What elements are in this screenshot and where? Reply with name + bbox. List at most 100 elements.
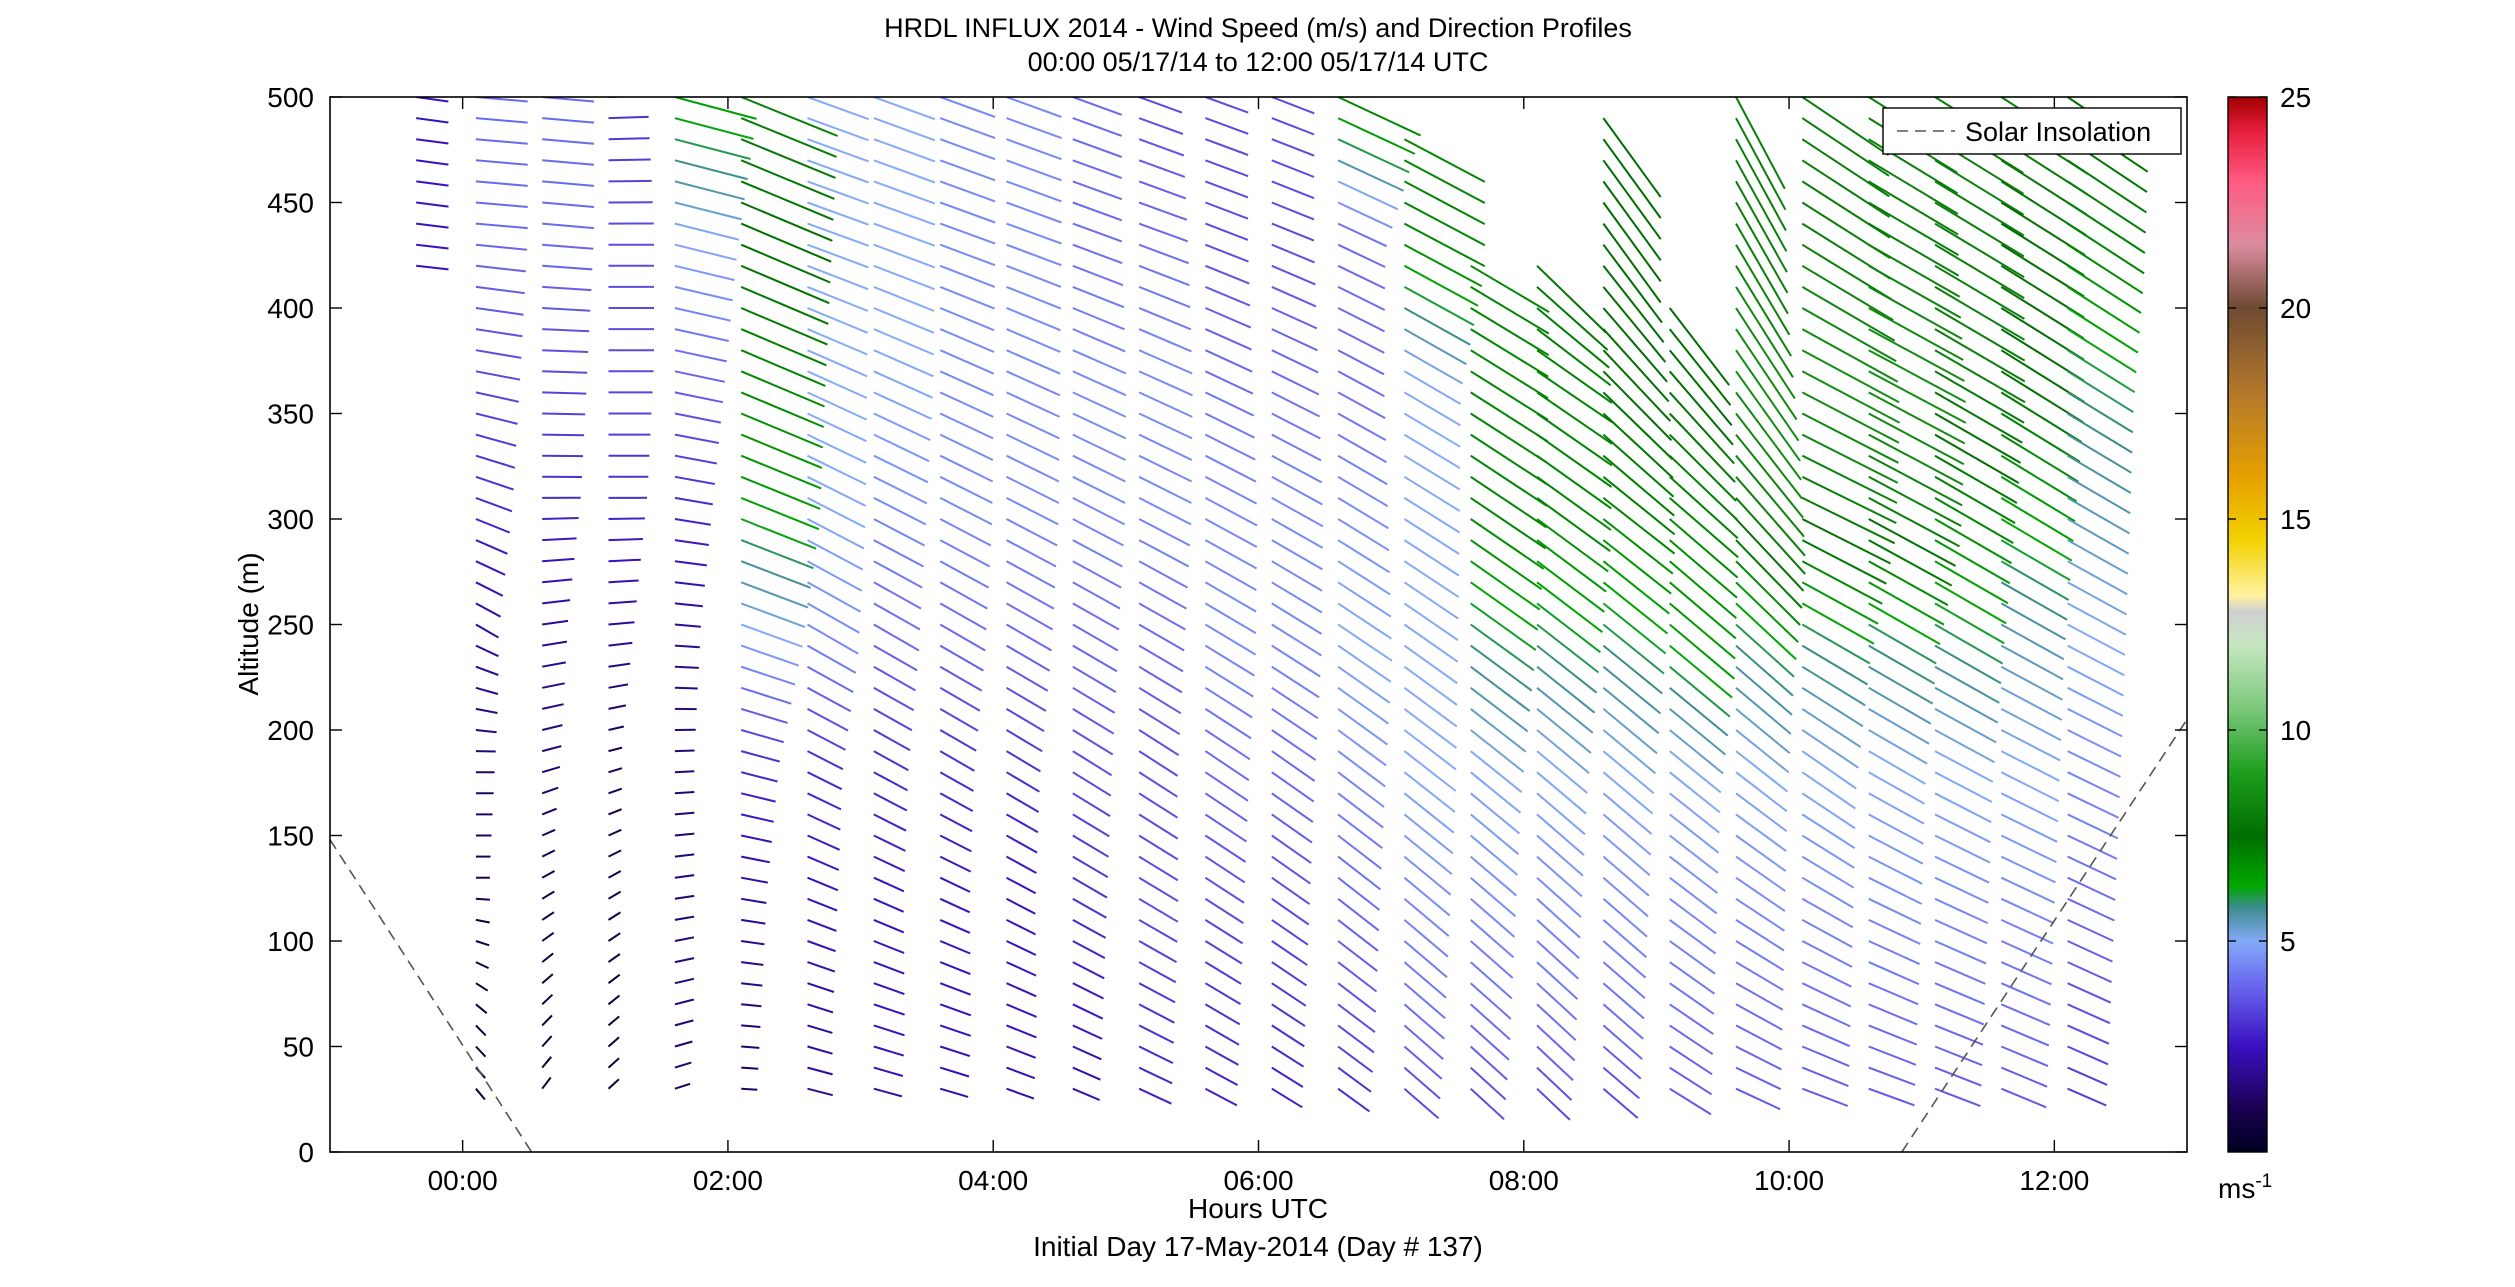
wind-vector <box>1736 1004 1782 1029</box>
wind-vector <box>808 983 834 992</box>
wind-vector <box>609 830 622 836</box>
wind-vector <box>2068 836 2117 859</box>
wind-vector <box>1404 582 1458 618</box>
wind-vector <box>1404 540 1459 576</box>
wind-vector <box>675 435 719 443</box>
wind-vector <box>1736 772 1787 811</box>
wind-vector <box>1404 561 1458 597</box>
wind-vector <box>1603 920 1646 957</box>
wind-vector <box>940 266 995 287</box>
wind-vector <box>874 688 914 711</box>
wind-vector <box>940 203 995 223</box>
wind-vector <box>1272 97 1314 113</box>
wind-vector <box>675 771 694 772</box>
wind-vector <box>1537 751 1587 793</box>
wind-vector <box>1404 477 1459 511</box>
wind-vector <box>1404 139 1484 182</box>
wind-vector <box>808 1025 833 1033</box>
wind-vector <box>1736 414 1802 499</box>
wind-vector <box>1007 203 1062 223</box>
colorbar <box>2228 97 2267 1152</box>
wind-vector <box>741 836 772 843</box>
colorbar-unit: ms-1 <box>2218 1171 2272 1204</box>
wind-vector <box>1736 1025 1782 1049</box>
y-tick-label: 500 <box>267 82 314 113</box>
wind-vector <box>542 704 563 709</box>
wind-vector <box>1404 625 1457 662</box>
wind-vector <box>2068 983 2111 1003</box>
wind-vector <box>1670 414 1735 483</box>
wind-vector <box>1471 962 1512 998</box>
wind-vector <box>1272 245 1315 263</box>
wind-vector <box>1404 181 1484 224</box>
wind-vector <box>1139 709 1180 734</box>
wind-vector <box>542 538 576 540</box>
wind-vector <box>1205 139 1248 155</box>
wind-vector <box>940 160 995 180</box>
wind-vector <box>1007 287 1061 309</box>
wind-vector <box>1007 414 1060 439</box>
wind-vector <box>1139 625 1184 651</box>
wind-vector <box>2068 1025 2109 1043</box>
wind-vector <box>675 1084 690 1089</box>
wind-vector <box>416 139 448 143</box>
wind-vector <box>1537 878 1581 917</box>
wind-vector <box>476 160 528 165</box>
wind-vector <box>476 245 527 250</box>
wind-vector <box>1935 920 1987 943</box>
wind-vector <box>808 772 842 789</box>
wind-vector <box>1139 139 1184 155</box>
wind-vector <box>1537 477 1611 530</box>
wind-vector <box>1603 181 1660 260</box>
wind-vector <box>1537 709 1591 753</box>
wind-vector <box>741 1047 759 1048</box>
wind-vector <box>1404 836 1451 875</box>
wind-vector <box>1404 878 1449 916</box>
wind-vector <box>1073 329 1125 351</box>
wind-vector <box>1537 287 1608 350</box>
wind-vector <box>1338 266 1385 289</box>
wind-vector <box>808 414 867 442</box>
wind-vector <box>1603 688 1658 734</box>
wind-vector <box>1603 308 1667 382</box>
wind-vector <box>741 1089 757 1090</box>
wind-vector <box>1736 730 1789 772</box>
wind-vector <box>1404 814 1452 853</box>
wind-vector <box>1603 118 1660 197</box>
wind-vector <box>808 836 840 850</box>
wind-vector <box>675 519 711 525</box>
wind-vector <box>1272 857 1311 884</box>
wind-vector <box>1802 793 1855 828</box>
wind-vector <box>874 962 904 974</box>
colorbar-tick-label: 20 <box>2280 293 2311 324</box>
wind-vector <box>1869 878 1922 904</box>
wind-vector <box>2068 561 2128 594</box>
wind-vector <box>1338 287 1385 310</box>
wind-vector <box>675 181 745 199</box>
wind-vector <box>1073 814 1110 836</box>
wind-vector <box>940 962 970 974</box>
wind-vector <box>1073 97 1122 115</box>
wind-vector <box>1736 456 1804 537</box>
x-tick-label: 04:00 <box>958 1165 1028 1196</box>
wind-vector <box>741 371 824 406</box>
wind-vector <box>1272 456 1322 483</box>
y-tick-label: 400 <box>267 293 314 324</box>
wind-vector <box>1073 435 1126 460</box>
wind-vector <box>1139 519 1190 546</box>
wind-vector <box>2068 941 2113 962</box>
wind-vector <box>1139 371 1192 395</box>
wind-vector <box>1272 814 1312 842</box>
wind-vector <box>1139 1047 1173 1064</box>
wind-vector <box>1338 730 1386 766</box>
wind-vector <box>1935 519 2012 563</box>
wind-vector <box>476 308 524 315</box>
wind-vector <box>416 118 448 122</box>
wind-vector <box>675 371 725 382</box>
wind-vector <box>1139 920 1177 942</box>
wind-vector <box>1802 730 1858 768</box>
wind-vector <box>542 850 555 856</box>
wind-vector <box>940 181 995 201</box>
wind-vector <box>1736 709 1790 753</box>
wind-vector <box>476 329 523 336</box>
